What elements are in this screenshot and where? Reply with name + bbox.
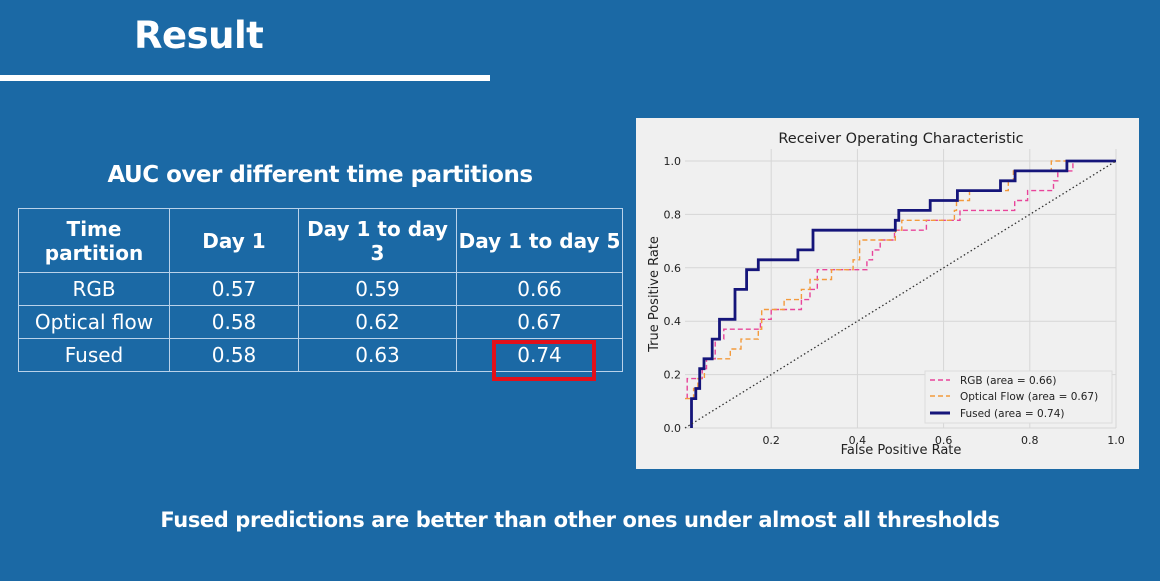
table-cell: 0.67 bbox=[456, 305, 623, 339]
optical-flow-roc-curve bbox=[685, 160, 1116, 400]
chart-title: Receiver Operating Characteristic bbox=[778, 131, 1023, 147]
x-axis-label: False Positive Rate bbox=[841, 443, 962, 458]
table-cell: 0.62 bbox=[298, 305, 457, 339]
table-row: Optical flow 0.58 0.62 0.67 bbox=[18, 305, 623, 339]
row-label: Optical flow bbox=[18, 305, 170, 339]
table-cell: 0.59 bbox=[298, 272, 457, 306]
auc-table: Time partition Day 1 Day 1 to day 3 Day … bbox=[18, 208, 623, 372]
legend-label: Optical Flow (area = 0.67) bbox=[960, 391, 1098, 403]
rgb-roc-curve bbox=[686, 160, 1116, 399]
y-tick-label: 1.0 bbox=[664, 155, 682, 168]
y-axis-label: True Positive Rate bbox=[647, 236, 662, 353]
table-cell: 0.58 bbox=[169, 305, 299, 339]
x-tick-label: 1.0 bbox=[1107, 434, 1125, 447]
x-tick-label: 0.2 bbox=[762, 434, 780, 447]
y-tick-label: 0.6 bbox=[664, 262, 682, 275]
y-tick-label: 0.4 bbox=[664, 315, 682, 328]
legend-label: Fused (area = 0.74) bbox=[960, 408, 1065, 420]
roc-chart-panel: 0.2 0.4 0.6 0.8 1.0 0.0 0.2 0.4 0.6 0.8 1.0 Receiv… bbox=[636, 118, 1139, 469]
table-cell: 0.66 bbox=[456, 272, 623, 306]
x-tick-label: 0.8 bbox=[1021, 434, 1039, 447]
y-tick-label: 0.0 bbox=[664, 422, 682, 435]
slide-title: Result bbox=[134, 14, 264, 57]
table-cell: 0.57 bbox=[169, 272, 299, 306]
legend: RGB (area = 0.66) Optical Flow (area = 0… bbox=[924, 370, 1113, 424]
y-tick-label: 0.2 bbox=[664, 369, 682, 382]
table-cell: 0.58 bbox=[169, 338, 299, 372]
x-tick-label: 0.4 bbox=[849, 434, 867, 447]
header-cell: Time partition bbox=[18, 208, 170, 273]
header-cell: Day 1 to day 3 bbox=[298, 208, 457, 273]
highlight-box bbox=[492, 340, 596, 381]
row-label: RGB bbox=[18, 272, 170, 306]
chance-diagonal bbox=[684, 160, 1117, 429]
roc-chart: 0.2 0.4 0.6 0.8 1.0 0.0 0.2 0.4 0.6 0.8 1.0 Receiv… bbox=[647, 131, 1125, 458]
table-row: RGB 0.57 0.59 0.66 bbox=[18, 272, 623, 306]
header-cell: Day 1 bbox=[169, 208, 299, 273]
table-row: Fused 0.58 0.63 0.74 bbox=[18, 338, 623, 372]
conclusion-text: Fused predictions are better than other … bbox=[160, 508, 1000, 532]
legend-label: RGB (area = 0.66) bbox=[960, 375, 1056, 387]
title-underline bbox=[0, 75, 490, 81]
row-label: Fused bbox=[18, 338, 170, 372]
table-title: AUC over different time partitions bbox=[107, 162, 533, 188]
x-tick-label: 0.6 bbox=[935, 434, 953, 447]
table-cell: 0.63 bbox=[298, 338, 457, 372]
header-cell: Day 1 to day 5 bbox=[456, 208, 623, 273]
table-header-row: Time partition Day 1 Day 1 to day 3 Day … bbox=[18, 208, 623, 273]
fused-roc-curve bbox=[690, 159, 1116, 428]
y-tick-label: 0.8 bbox=[664, 208, 682, 221]
